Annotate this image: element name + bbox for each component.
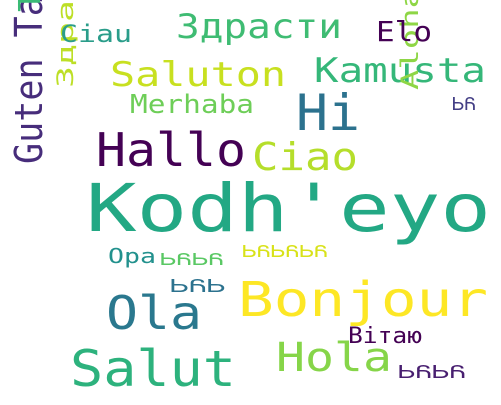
word-23: ᏏᏲᏏᏲᏏᏲ [242, 242, 328, 261]
word-4: Hallo [96, 123, 246, 177]
word-2: Bonjour [238, 272, 488, 328]
word-9: Ciao [252, 135, 358, 179]
word-15: Terve [13, 0, 48, 12]
word-5: Hi [296, 84, 360, 142]
word-11: Saluton [110, 55, 286, 95]
word-14: Merhaba [130, 90, 254, 120]
word-18: Elo [376, 15, 432, 48]
word-3: Salut [70, 340, 237, 398]
word-22: ᏏᏲᏏᏲ [160, 250, 224, 269]
word-17: Ciau [60, 20, 132, 48]
word-1: Kodh'eyo [86, 170, 491, 247]
word-12: Kamusta [314, 51, 486, 91]
word-13: Здрасти [176, 7, 342, 47]
word-7: Ola [106, 286, 202, 340]
word-20: Вітаю [348, 324, 422, 349]
word-8: Hola [276, 335, 392, 381]
word-24: ᏏᏲᏏ [170, 276, 226, 297]
word-21: ᏏᏲ [452, 94, 476, 115]
word-25: ᏏᏲᏏᏲ [398, 362, 466, 383]
word-6: Guten Tag [7, 0, 51, 164]
word-19: Ора [108, 244, 156, 268]
